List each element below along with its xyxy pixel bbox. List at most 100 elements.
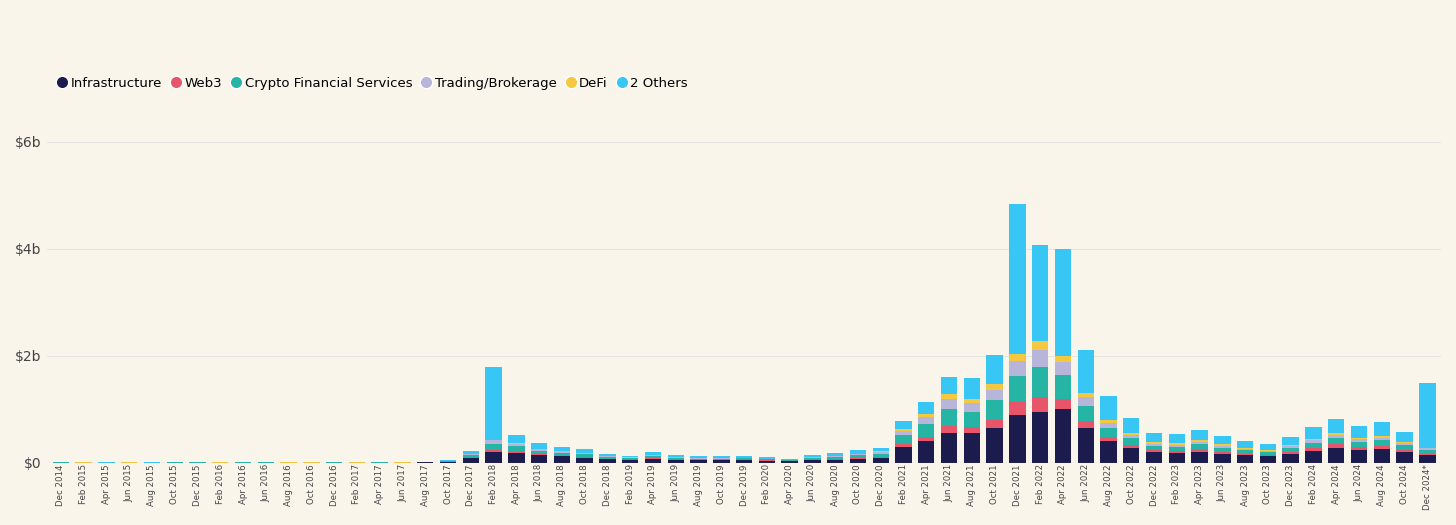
Bar [782, 460, 798, 461]
Bar [577, 449, 593, 453]
Bar [508, 444, 524, 446]
Bar [1328, 433, 1344, 435]
Bar [1420, 454, 1436, 455]
Bar [508, 443, 524, 444]
Bar [1146, 433, 1162, 443]
Bar [941, 394, 957, 400]
Bar [1101, 428, 1117, 437]
Bar [964, 427, 980, 434]
Bar [667, 455, 684, 457]
Bar [941, 377, 957, 394]
Bar [1077, 350, 1093, 393]
Bar [1305, 448, 1322, 451]
Bar [1146, 443, 1162, 444]
Bar [1214, 452, 1230, 454]
Bar [735, 456, 753, 458]
Bar [1009, 204, 1025, 353]
Bar [1328, 419, 1344, 433]
Bar [1396, 433, 1412, 442]
Bar [1054, 375, 1072, 398]
Bar [895, 421, 911, 428]
Bar [1146, 452, 1162, 463]
Bar [1191, 442, 1208, 444]
Bar [1373, 436, 1390, 438]
Bar [531, 455, 547, 463]
Bar [1123, 433, 1140, 435]
Bar [667, 457, 684, 459]
Bar [782, 458, 798, 459]
Bar [1009, 415, 1025, 463]
Bar [690, 456, 706, 458]
Bar [1123, 438, 1140, 445]
Bar [1214, 436, 1230, 445]
Bar [1305, 451, 1322, 463]
Bar [690, 460, 706, 463]
Bar [1238, 455, 1254, 463]
Bar [1420, 448, 1436, 450]
Bar [1351, 439, 1367, 442]
Bar [463, 455, 479, 457]
Bar [850, 458, 866, 463]
Bar [1283, 448, 1299, 452]
Bar [1214, 454, 1230, 463]
Bar [1259, 452, 1275, 455]
Bar [1305, 439, 1322, 440]
Bar [986, 355, 1003, 384]
Bar [1351, 426, 1367, 438]
Bar [986, 400, 1003, 419]
Bar [600, 456, 616, 457]
Bar [1420, 447, 1436, 448]
Bar [1032, 341, 1048, 350]
Bar [577, 457, 593, 463]
Bar [872, 457, 890, 463]
Bar [667, 460, 684, 463]
Bar [735, 460, 753, 463]
Bar [872, 454, 890, 457]
Bar [1032, 397, 1048, 412]
Bar [1169, 434, 1185, 444]
Bar [485, 450, 502, 452]
Bar [964, 404, 980, 412]
Bar [1191, 449, 1208, 452]
Bar [919, 424, 935, 437]
Bar [895, 435, 911, 444]
Bar [964, 434, 980, 463]
Bar [1238, 454, 1254, 455]
Bar [1077, 406, 1093, 421]
Bar [1214, 445, 1230, 446]
Bar [600, 457, 616, 459]
Bar [1214, 446, 1230, 448]
Bar [1054, 356, 1072, 362]
Bar [1259, 456, 1275, 463]
Bar [1009, 361, 1025, 376]
Bar [919, 414, 935, 417]
Bar [1123, 435, 1140, 438]
Bar [1077, 421, 1093, 428]
Bar [1146, 450, 1162, 452]
Bar [1077, 397, 1093, 406]
Bar [1396, 450, 1412, 452]
Bar [1032, 367, 1048, 397]
Bar [713, 460, 729, 463]
Bar [1351, 447, 1367, 450]
Bar [508, 452, 524, 453]
Bar [1191, 444, 1208, 449]
Bar [600, 454, 616, 456]
Bar [531, 454, 547, 455]
Bar [1328, 448, 1344, 463]
Bar [1420, 455, 1436, 463]
Bar [1146, 444, 1162, 446]
Bar [1373, 438, 1390, 440]
Bar [1054, 249, 1072, 356]
Bar [553, 456, 571, 463]
Bar [690, 458, 706, 460]
Bar [1123, 418, 1140, 433]
Bar [1420, 383, 1436, 447]
Bar [440, 460, 456, 461]
Bar [463, 454, 479, 455]
Bar [531, 449, 547, 451]
Bar [827, 459, 843, 460]
Bar [986, 428, 1003, 463]
Bar [1283, 452, 1299, 454]
Bar [1169, 451, 1185, 453]
